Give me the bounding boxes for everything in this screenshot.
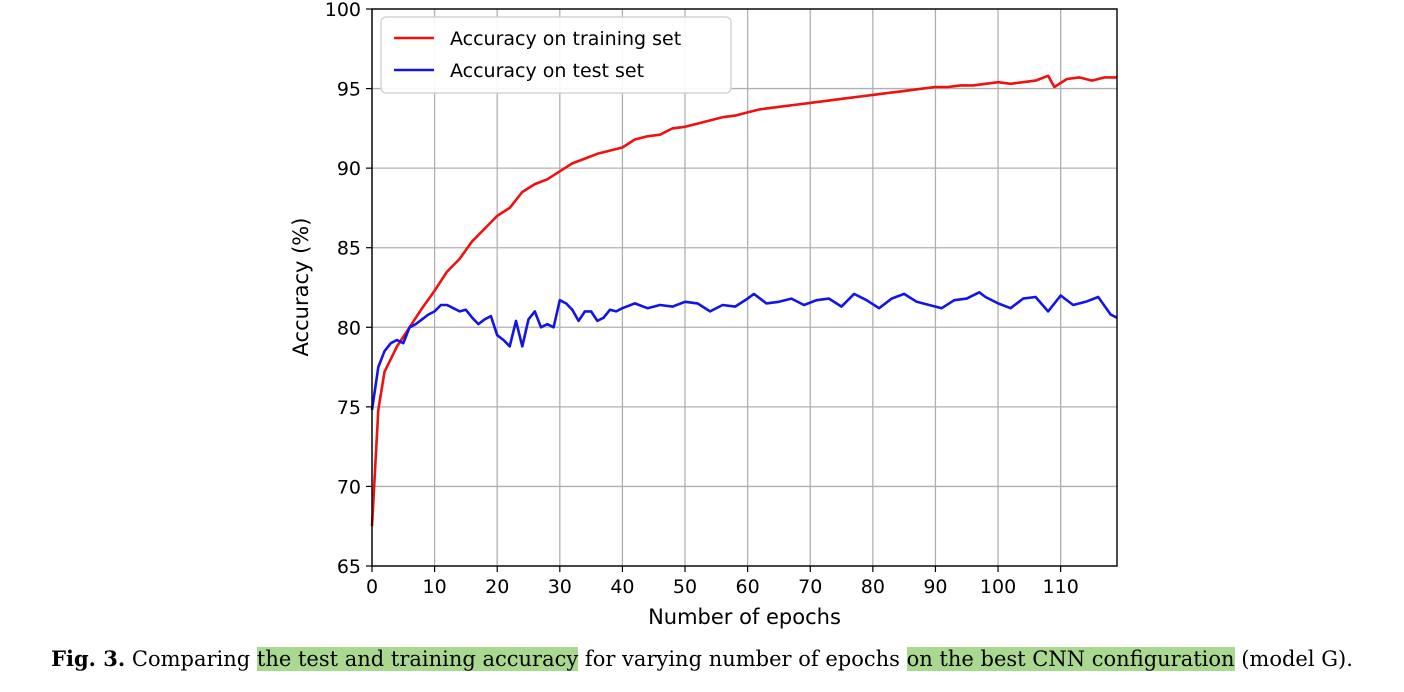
- x-tick-label: 80: [861, 576, 885, 598]
- x-tick-label: 20: [485, 576, 509, 598]
- axis-ticks: 0 10 20 30 40 50 60 70 80 90 100 110 65 70 75 80 85 90 95 1…: [325, 0, 1079, 598]
- y-tick-label: 65: [337, 556, 361, 578]
- x-tick-label: 50: [673, 576, 697, 598]
- caption-label: Fig. 3.: [51, 646, 126, 671]
- x-tick-label: 30: [548, 576, 572, 598]
- x-tick-label: 10: [423, 576, 447, 598]
- caption-text-3: (model G).: [1234, 647, 1353, 671]
- y-tick-label: 75: [337, 397, 361, 419]
- x-tick-label: 0: [366, 576, 378, 598]
- figure-caption: Fig. 3. Comparing the test and training …: [0, 646, 1404, 671]
- y-axis-title: Accuracy (%): [289, 218, 313, 357]
- x-tick-label: 110: [1043, 576, 1079, 598]
- legend-label-0: Accuracy on training set: [450, 28, 681, 50]
- series-lines: [370, 74, 1118, 527]
- y-tick-label: 85: [337, 238, 361, 260]
- y-tick-label: 100: [325, 0, 361, 21]
- x-axis-title: Number of epochs: [648, 605, 841, 629]
- legend-box: [380, 16, 732, 94]
- y-tick-label: 95: [337, 79, 361, 101]
- legend: Accuracy on training set Accuracy on test…: [380, 16, 732, 94]
- y-tick-label: 80: [337, 317, 361, 339]
- caption-highlight-2: on the best CNN configuration: [906, 647, 1235, 671]
- y-tick-label: 90: [337, 158, 361, 180]
- x-tick-label: 60: [736, 576, 760, 598]
- series-line-0: [370, 74, 1117, 527]
- series-line-1: [370, 290, 1118, 411]
- caption-text-1: Comparing: [125, 647, 257, 671]
- caption-highlight-1: the test and training accuracy: [256, 647, 579, 671]
- y-tick-label: 70: [337, 476, 361, 498]
- accuracy-line-chart: 0 10 20 30 40 50 60 70 80 90 100 110 65 70 75 80 85 90 95 1…: [289, 0, 1118, 629]
- x-tick-label: 100: [980, 576, 1016, 598]
- x-tick-label: 90: [923, 576, 947, 598]
- plot-frame: [371, 8, 1118, 567]
- legend-label-1: Accuracy on test set: [450, 60, 644, 82]
- x-tick-label: 40: [610, 576, 634, 598]
- x-tick-label: 70: [798, 576, 822, 598]
- caption-text-2: for varying number of epochs: [578, 647, 907, 671]
